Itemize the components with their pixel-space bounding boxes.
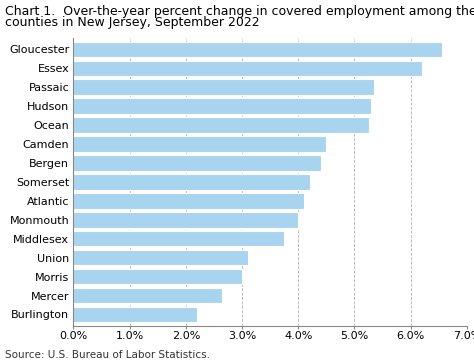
Bar bbox=[73, 307, 197, 322]
Bar bbox=[73, 193, 304, 209]
Bar bbox=[73, 60, 422, 76]
Text: Chart 1.  Over-the-year percent change in covered employment among the largest: Chart 1. Over-the-year percent change in… bbox=[5, 5, 474, 18]
Bar bbox=[73, 231, 284, 247]
Bar bbox=[73, 98, 371, 114]
Text: Source: U.S. Bureau of Labor Statistics.: Source: U.S. Bureau of Labor Statistics. bbox=[5, 350, 210, 360]
Bar bbox=[73, 288, 222, 303]
Text: counties in New Jersey, September 2022: counties in New Jersey, September 2022 bbox=[5, 16, 259, 29]
Bar bbox=[73, 269, 242, 284]
Bar bbox=[73, 155, 321, 171]
Bar bbox=[73, 136, 327, 152]
Bar bbox=[73, 250, 248, 265]
Bar bbox=[73, 42, 442, 57]
Bar bbox=[73, 117, 368, 133]
Bar bbox=[73, 212, 298, 228]
Bar bbox=[73, 80, 374, 95]
Bar bbox=[73, 174, 310, 190]
